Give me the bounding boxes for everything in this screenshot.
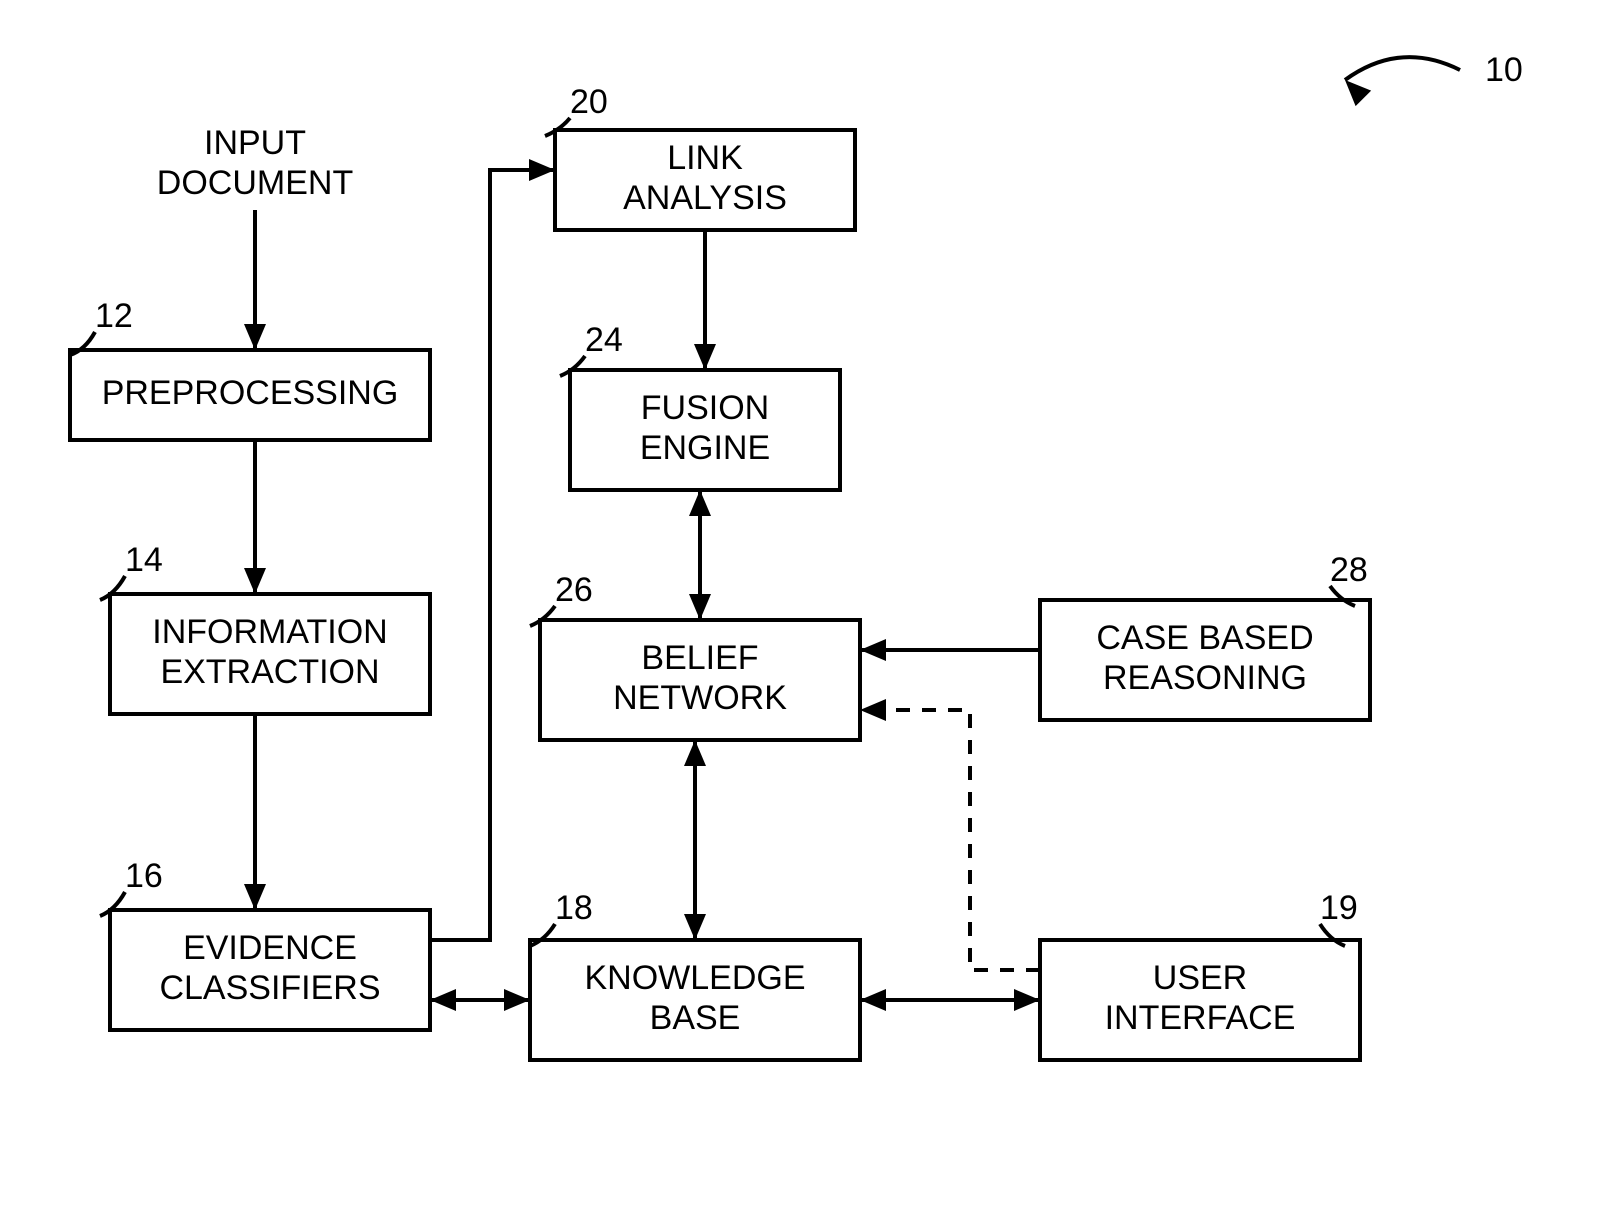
node-link_analysis: LINKANALYSIS 20 (545, 83, 855, 230)
node-user_interface-ref: 19 (1320, 889, 1358, 927)
node-fusion-line2: ENGINE (640, 429, 770, 467)
input-label-line2: DOCUMENT (157, 164, 353, 202)
node-fusion-line1: FUSION (641, 389, 769, 427)
node-link_analysis-line1: LINK (667, 139, 743, 177)
node-evidence: EVIDENCECLASSIFIERS 16 (100, 857, 430, 1030)
node-fusion-ref: 24 (585, 321, 623, 359)
evidence-to-link (430, 170, 555, 940)
node-preprocessing-ref: 12 (95, 297, 133, 335)
node-belief-ref: 26 (555, 571, 593, 609)
node-link_analysis-ref: 20 (570, 83, 608, 121)
userif-to-belief-dashed (860, 710, 1040, 970)
node-knowledge-line2: BASE (650, 999, 741, 1037)
node-knowledge-line1: KNOWLEDGE (584, 959, 805, 997)
input-document-label: INPUTDOCUMENT (157, 124, 353, 202)
node-preprocessing: PREPROCESSING 12 (70, 297, 430, 440)
node-belief-line1: BELIEF (641, 639, 758, 677)
node-user_interface: USERINTERFACE 19 (1040, 889, 1360, 1060)
diagram-ref-10: 10 (1345, 51, 1523, 89)
node-belief-line2: NETWORK (613, 679, 787, 717)
node-case_based-ref: 28 (1330, 551, 1368, 589)
node-case_based-line2: REASONING (1103, 659, 1307, 697)
node-evidence-line1: EVIDENCE (183, 929, 357, 967)
node-knowledge-ref: 18 (555, 889, 593, 927)
node-case_based-line1: CASE BASED (1096, 619, 1313, 657)
node-user_interface-line2: INTERFACE (1105, 999, 1296, 1037)
diagram-ref-number: 10 (1485, 51, 1523, 89)
node-info_extraction-line2: EXTRACTION (160, 653, 379, 691)
input-label-line1: INPUT (204, 124, 306, 162)
node-info_extraction-line1: INFORMATION (152, 613, 387, 651)
node-info_extraction: INFORMATIONEXTRACTION 14 (100, 541, 430, 714)
node-info_extraction-ref: 14 (125, 541, 163, 579)
node-link_analysis-line2: ANALYSIS (623, 179, 787, 217)
node-preprocessing-line1: PREPROCESSING (102, 374, 399, 412)
node-case_based: CASE BASEDREASONING 28 (1040, 551, 1370, 720)
node-evidence-ref: 16 (125, 857, 163, 895)
node-user_interface-line1: USER (1153, 959, 1247, 997)
node-evidence-line2: CLASSIFIERS (159, 969, 380, 1007)
